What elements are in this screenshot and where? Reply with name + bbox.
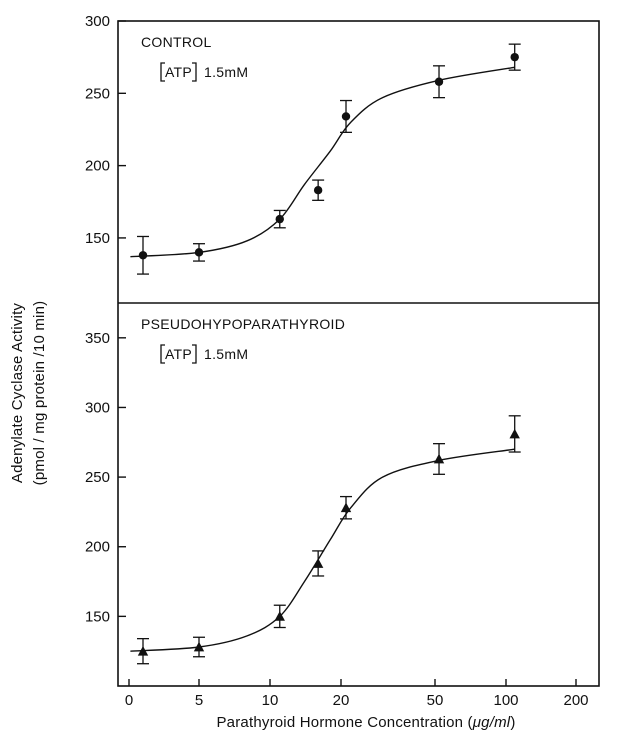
- bracket-right: [192, 62, 197, 82]
- data-point: [509, 428, 520, 439]
- data-point: [510, 52, 519, 62]
- pseudohypoparathyroid-panel: 150 200 250 300 350 PSEUDOHYPOPARATHYROID ATP 1…: [85, 316, 521, 665]
- data-point: [274, 611, 285, 621]
- data-point: [434, 77, 444, 86]
- y-tick-label: 250: [85, 85, 110, 102]
- y-tick-label: 300: [85, 13, 110, 30]
- atp-label: ATP: [165, 64, 192, 80]
- panel-label: PSEUDOHYPOPARATHYROID: [141, 316, 345, 332]
- x-tick-label: 200: [563, 692, 588, 709]
- data-point: [137, 645, 149, 656]
- bracket-left: [160, 62, 165, 82]
- y-tick-label: 350: [85, 330, 110, 347]
- panel-label: CONTROL: [141, 34, 212, 50]
- atp-label: ATP: [165, 346, 192, 362]
- data-point: [275, 214, 284, 224]
- y-axis-title-line2: (pmol / mg protein /10 min): [31, 301, 48, 486]
- y-tick-label: 150: [85, 230, 110, 247]
- concentration-label: 1.5mM: [204, 346, 248, 362]
- plot-frame: [117, 20, 600, 687]
- x-tick-label: 10: [262, 692, 279, 709]
- data-point: [340, 502, 352, 513]
- x-tick-label: 20: [333, 692, 350, 709]
- y-tick-label: 250: [85, 469, 110, 486]
- fitted-curve: [130, 448, 515, 652]
- x-axis-title: Parathyroid Hormone Concentration (μg/ml…: [216, 714, 515, 731]
- plot-border: [117, 20, 600, 687]
- fitted-curve: [130, 66, 515, 258]
- x-tick-label: 5: [195, 692, 203, 709]
- y-axis-title-group: Adenylate Cyclase Activity (pmol / mg pr…: [9, 301, 48, 486]
- bracket-left: [160, 344, 165, 364]
- y-tick-label: 300: [85, 399, 110, 416]
- x-tick-label: 0: [125, 692, 133, 709]
- data-point: [312, 558, 324, 568]
- y-tick-label: 200: [85, 539, 110, 556]
- x-axis-title-unit: μg/ml: [472, 714, 511, 731]
- data-point: [433, 453, 445, 464]
- data-point: [138, 251, 148, 260]
- y-axis-title-line1: Adenylate Cyclase Activity: [9, 303, 26, 484]
- y-tick-label: 200: [85, 158, 110, 175]
- bracket-right: [192, 344, 197, 364]
- x-tick-label: 50: [427, 692, 444, 709]
- x-tick-label: 100: [493, 692, 518, 709]
- x-axis-title-part1: Parathyroid Hormone Concentration (: [216, 714, 472, 731]
- x-axis-title-part2: ): [510, 714, 515, 731]
- concentration-label: 1.5mM: [204, 64, 248, 80]
- data-point: [313, 186, 323, 195]
- data-point: [194, 248, 204, 257]
- y-tick-label: 150: [85, 608, 110, 625]
- data-point: [193, 641, 205, 652]
- data-point: [341, 112, 351, 121]
- control-panel: 150 200 250 300 CONTROL ATP 1.5mM: [85, 13, 521, 275]
- x-axis: 0 5 10 20 50 100 200: [125, 679, 589, 709]
